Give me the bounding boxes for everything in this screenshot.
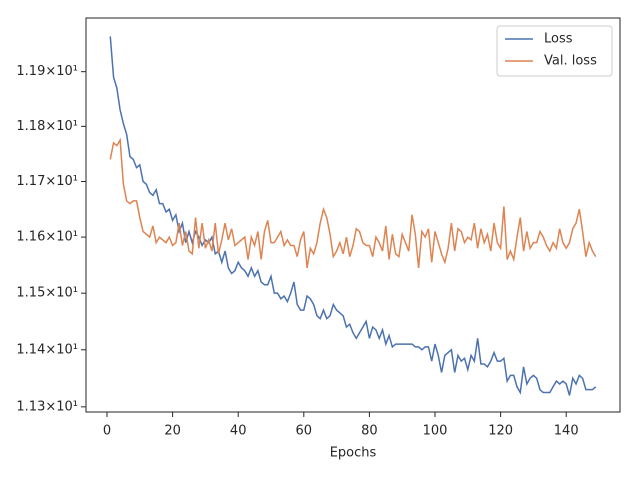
x-tick-label: 80 [361,424,378,439]
y-tick-label: 1.13×10¹ [16,399,78,414]
y-tick-label: 1.15×10¹ [16,286,78,301]
series-line [109,137,597,269]
legend-label: Loss [544,32,573,47]
y-tick-label: 1.16×10¹ [16,230,78,245]
x-tick-label: 120 [488,424,513,439]
x-axis-label: Epochs [330,446,377,461]
x-tick-label: 60 [296,424,313,439]
series-line [109,36,597,396]
y-tick-label: 1.17×10¹ [16,174,78,189]
x-tick-label: 100 [423,424,448,439]
x-tick-label: 140 [554,424,579,439]
y-tick-label: 1.18×10¹ [16,119,78,134]
x-tick-label: 20 [164,424,181,439]
plot-frame [85,17,621,413]
x-tick-label: 40 [230,424,247,439]
legend-label: Val. loss [544,54,597,69]
y-tick-label: 1.19×10¹ [16,64,78,79]
y-tick-label: 1.14×10¹ [16,342,78,357]
x-tick-label: 0 [103,424,111,439]
